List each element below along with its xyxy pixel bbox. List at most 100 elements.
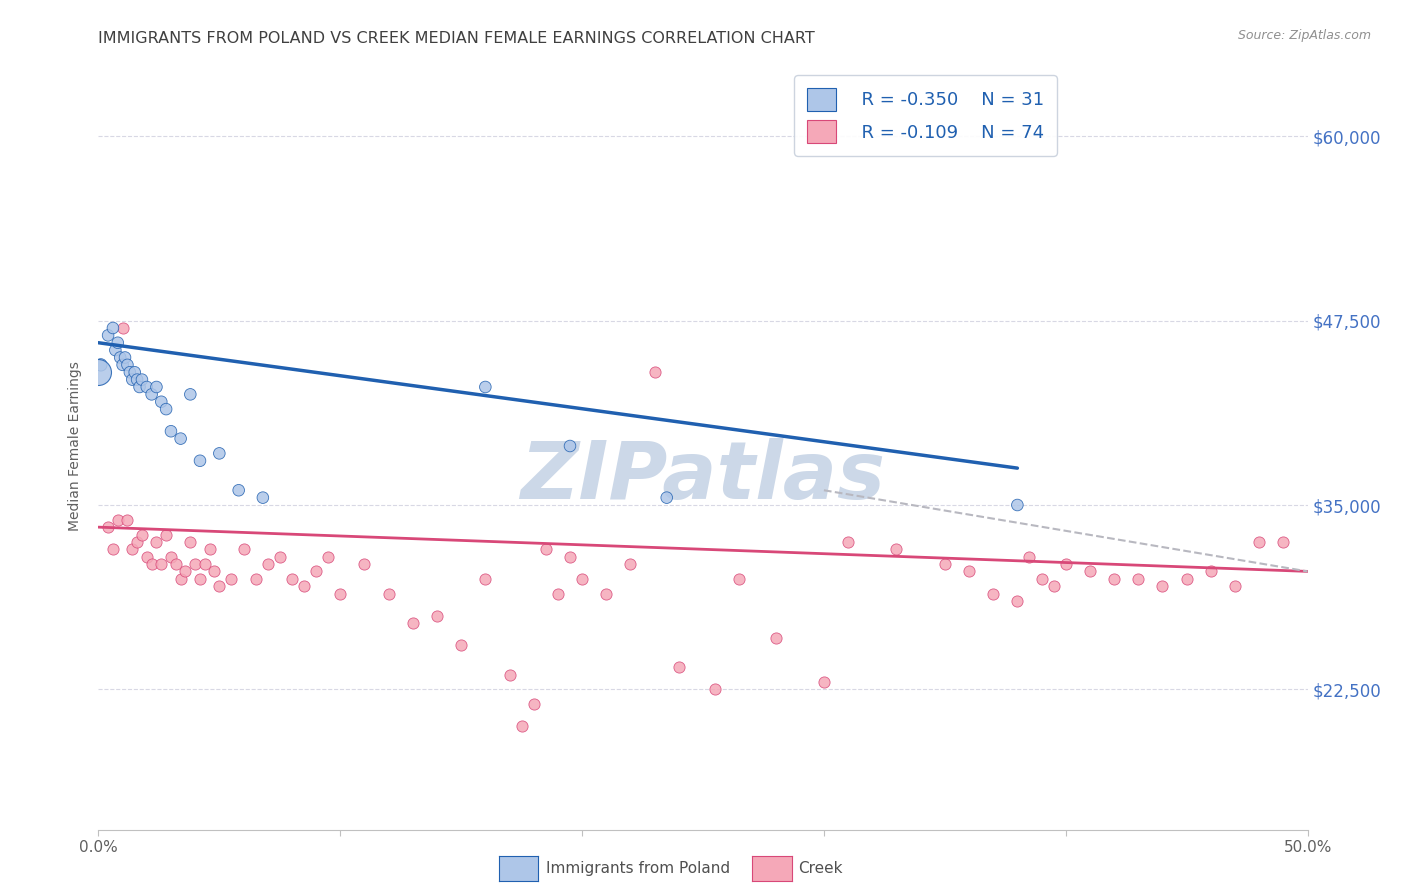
Point xyxy=(118,365,141,379)
Text: IMMIGRANTS FROM POLAND VS CREEK MEDIAN FEMALE EARNINGS CORRELATION CHART: IMMIGRANTS FROM POLAND VS CREEK MEDIAN F… xyxy=(98,31,815,46)
Point xyxy=(1018,549,1040,564)
Point xyxy=(547,586,569,600)
Point xyxy=(1223,579,1246,593)
Point xyxy=(498,667,520,681)
Point xyxy=(228,483,250,498)
Point xyxy=(131,373,153,387)
Point xyxy=(402,615,425,630)
Point xyxy=(155,402,177,417)
Point xyxy=(1042,579,1064,593)
Point xyxy=(292,579,315,593)
Point xyxy=(728,572,751,586)
Point xyxy=(252,491,274,505)
Point xyxy=(184,557,207,571)
Point xyxy=(704,682,727,697)
Point xyxy=(179,387,201,401)
Point xyxy=(174,565,197,579)
Point xyxy=(353,557,375,571)
Point xyxy=(107,335,129,350)
Point xyxy=(886,542,908,557)
Point xyxy=(117,513,139,527)
Point xyxy=(114,351,136,365)
Point xyxy=(571,572,593,586)
Point xyxy=(1272,534,1295,549)
Point xyxy=(97,328,120,343)
Point xyxy=(101,542,124,557)
Point xyxy=(765,631,787,645)
Point xyxy=(474,380,496,394)
Point xyxy=(1175,572,1198,586)
Point xyxy=(111,358,134,372)
Point xyxy=(169,572,191,586)
Point xyxy=(150,557,173,571)
Point xyxy=(107,513,129,527)
Text: ZIPatlas: ZIPatlas xyxy=(520,438,886,516)
Point xyxy=(127,373,149,387)
Point xyxy=(145,380,167,394)
Point xyxy=(194,557,217,571)
Point xyxy=(281,572,304,586)
Point xyxy=(329,586,352,600)
Point xyxy=(160,549,183,564)
Point xyxy=(534,542,557,557)
Point xyxy=(655,491,678,505)
Point xyxy=(1199,565,1222,579)
Point xyxy=(141,557,163,571)
Point xyxy=(1054,557,1077,571)
Point xyxy=(155,527,177,541)
Point xyxy=(160,424,183,438)
Point xyxy=(1007,498,1029,512)
Point xyxy=(165,557,187,571)
Point xyxy=(981,586,1004,600)
Point xyxy=(131,527,153,541)
Point xyxy=(644,365,666,379)
Point xyxy=(558,549,581,564)
Point xyxy=(1249,534,1271,549)
Point xyxy=(426,608,449,623)
Point xyxy=(1102,572,1125,586)
Point xyxy=(90,358,112,372)
Point xyxy=(117,358,139,372)
Point xyxy=(104,343,127,357)
Point xyxy=(135,380,157,394)
Point xyxy=(316,549,339,564)
Point xyxy=(269,549,291,564)
Point xyxy=(813,675,835,690)
Point xyxy=(510,719,533,733)
Point xyxy=(179,534,201,549)
Text: Creek: Creek xyxy=(799,862,844,876)
Point xyxy=(101,321,124,335)
Point xyxy=(232,542,254,557)
Point xyxy=(108,351,131,365)
Point xyxy=(523,697,546,711)
Point xyxy=(121,373,143,387)
Point xyxy=(1078,565,1101,579)
Point xyxy=(474,572,496,586)
Text: Immigrants from Poland: Immigrants from Poland xyxy=(546,862,730,876)
Point xyxy=(256,557,278,571)
Point xyxy=(1031,572,1053,586)
Point xyxy=(1128,572,1150,586)
Point xyxy=(245,572,267,586)
Point xyxy=(128,380,150,394)
Point xyxy=(957,565,980,579)
Text: Source: ZipAtlas.com: Source: ZipAtlas.com xyxy=(1237,29,1371,42)
Point xyxy=(111,321,134,335)
Point xyxy=(208,446,231,460)
Point xyxy=(121,542,143,557)
Point xyxy=(204,565,226,579)
Point xyxy=(619,557,641,571)
Point xyxy=(127,534,149,549)
Point xyxy=(97,520,120,534)
Point xyxy=(221,572,243,586)
Point xyxy=(1152,579,1174,593)
Point xyxy=(668,660,690,674)
Point xyxy=(305,565,328,579)
Point xyxy=(450,638,472,652)
Point xyxy=(934,557,956,571)
Point xyxy=(141,387,163,401)
Point xyxy=(837,534,859,549)
Y-axis label: Median Female Earnings: Median Female Earnings xyxy=(69,361,83,531)
Point xyxy=(124,365,146,379)
Point xyxy=(169,432,191,446)
